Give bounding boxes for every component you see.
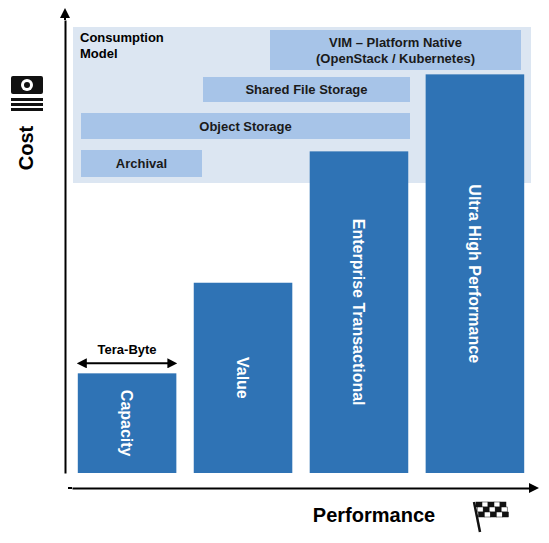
bar — [194, 283, 293, 473]
tier-label: VIM – Platform Native — [329, 35, 462, 50]
bar — [310, 151, 409, 473]
icon-part — [500, 502, 506, 507]
icon-part — [477, 507, 483, 512]
icon-part — [482, 502, 488, 507]
chart: ConsumptionModel VIM – Platform Native(Op… — [0, 0, 549, 543]
y-axis-title: Cost — [15, 125, 37, 170]
tier-label: Archival — [116, 156, 167, 171]
icon-part — [11, 98, 43, 101]
icon-part — [476, 502, 482, 507]
bars — [78, 74, 524, 473]
icon-part — [11, 108, 43, 111]
tier-box — [270, 30, 521, 70]
tier-label: (OpenStack / Kubernetes) — [316, 51, 475, 66]
icon-part — [24, 82, 30, 88]
tier-label: Object Storage — [199, 119, 291, 134]
icon-part — [11, 103, 43, 106]
bar — [426, 74, 525, 473]
icon-part — [483, 507, 489, 512]
icon-part — [496, 512, 502, 517]
icon-part — [484, 512, 490, 517]
icon-part — [494, 502, 500, 507]
x-axis-arrow — [530, 487, 534, 489]
tier-box — [81, 150, 202, 177]
icon-part — [490, 512, 496, 517]
bar — [78, 373, 177, 473]
x-axis-line — [73, 488, 531, 490]
icon-part — [495, 507, 501, 512]
annotation-arrow — [82, 362, 173, 364]
icon-part — [478, 512, 484, 517]
icon-part — [489, 507, 495, 512]
icon-part — [21, 79, 33, 91]
y-axis — [65, 21, 66, 474]
y-axis-line — [65, 21, 67, 474]
money-icon — [11, 76, 43, 111]
icon-part — [502, 512, 508, 517]
flag-icon — [474, 502, 508, 532]
icon-part — [488, 502, 494, 507]
category-label: Enterprise Transactional — [350, 219, 367, 406]
category-label: Capacity — [118, 390, 135, 457]
consumption-title: ConsumptionModel — [80, 30, 164, 61]
icon-part — [11, 76, 43, 94]
annotation: Tera-Byte — [98, 342, 157, 357]
y-axis-arrow — [64, 13, 66, 20]
tier-box — [81, 113, 410, 139]
x-axis-title: Performance — [313, 504, 435, 526]
category-label: Ultra High Performance — [466, 184, 483, 363]
tier-box — [203, 77, 410, 102]
tier-label: Shared File Storage — [245, 82, 367, 97]
icon-part — [501, 507, 507, 512]
x-axis-arrow — [68, 487, 72, 489]
category-label: Value — [234, 357, 251, 399]
x-axis — [73, 488, 531, 489]
